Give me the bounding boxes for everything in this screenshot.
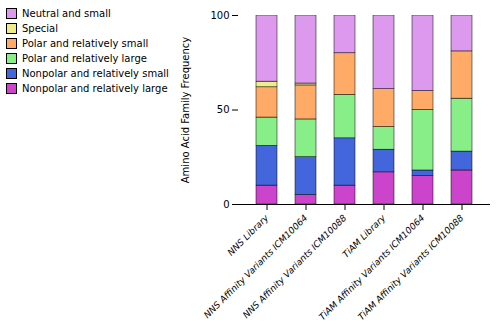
svg-text:Amino Acid Family Frequency: Amino Acid Family Frequency [180,37,191,184]
html-text:Polar and relatively small: Polar and relatively small [22,38,149,49]
svg-text:50: 50 [217,104,230,115]
svg-text:NNS Library: NNS Library [225,212,271,258]
svg-text:0: 0 [223,199,229,210]
svg-text:TiAM Affinity Variants ICM1008: TiAM Affinity Variants ICM10088 [356,213,466,322]
html-text:Special: Special [22,23,58,34]
html-text:Nonpolar and relatively large: Nonpolar and relatively large [22,83,168,94]
svg-text:NNS Affinity Variants ICM10064: NNS Affinity Variants ICM10064 [201,212,310,321]
svg-text:TiAM Library: TiAM Library [340,212,388,260]
svg-text:100: 100 [210,10,229,21]
html-text:Neutral and small: Neutral and small [22,8,111,19]
html-text:Nonpolar and relatively small: Nonpolar and relatively small [22,68,169,79]
svg-text:NNS Affinity Variants ICM10088: NNS Affinity Variants ICM10088 [240,212,349,321]
html-text:Polar and relatively large: Polar and relatively large [22,53,147,64]
